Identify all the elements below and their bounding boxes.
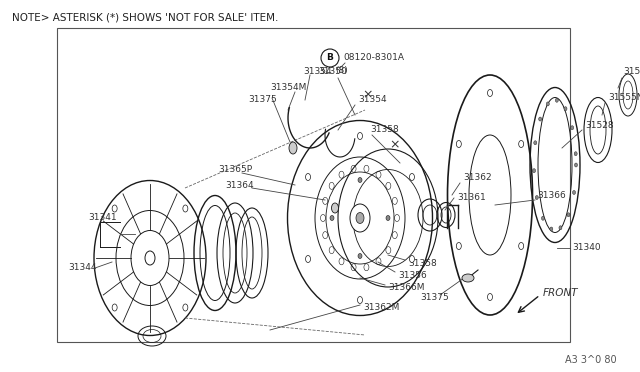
Ellipse shape bbox=[564, 107, 567, 111]
Text: A3 3^0 80: A3 3^0 80 bbox=[565, 355, 616, 365]
Ellipse shape bbox=[183, 304, 188, 311]
Ellipse shape bbox=[305, 173, 310, 180]
Ellipse shape bbox=[410, 173, 415, 180]
Ellipse shape bbox=[183, 205, 188, 212]
Ellipse shape bbox=[534, 141, 537, 145]
Ellipse shape bbox=[532, 169, 536, 173]
Text: 31365P: 31365P bbox=[218, 166, 252, 174]
Text: 31364: 31364 bbox=[225, 180, 253, 189]
Text: 31375: 31375 bbox=[420, 294, 449, 302]
Text: 31528: 31528 bbox=[585, 121, 614, 129]
Ellipse shape bbox=[567, 213, 570, 217]
Ellipse shape bbox=[556, 98, 558, 102]
Ellipse shape bbox=[547, 102, 549, 106]
Text: 31555N: 31555N bbox=[608, 93, 640, 103]
Text: 31366M: 31366M bbox=[388, 283, 424, 292]
Ellipse shape bbox=[386, 215, 390, 221]
Ellipse shape bbox=[456, 141, 461, 148]
Ellipse shape bbox=[330, 215, 334, 221]
Text: B: B bbox=[326, 54, 333, 62]
Ellipse shape bbox=[518, 243, 524, 250]
Text: 31340: 31340 bbox=[572, 244, 600, 253]
Ellipse shape bbox=[539, 117, 541, 121]
Text: 31354M: 31354M bbox=[270, 83, 307, 93]
Ellipse shape bbox=[574, 152, 577, 156]
Text: 31358: 31358 bbox=[370, 125, 399, 135]
Text: 31354: 31354 bbox=[303, 67, 332, 76]
Text: 31350: 31350 bbox=[318, 67, 347, 77]
Ellipse shape bbox=[559, 226, 562, 230]
Ellipse shape bbox=[571, 126, 573, 130]
Text: 31361: 31361 bbox=[457, 192, 486, 202]
Text: ×: × bbox=[390, 138, 400, 151]
Ellipse shape bbox=[456, 243, 461, 250]
Ellipse shape bbox=[356, 212, 364, 224]
Text: 31366: 31366 bbox=[537, 192, 566, 201]
Ellipse shape bbox=[535, 196, 538, 199]
Ellipse shape bbox=[112, 205, 117, 212]
Text: 31356: 31356 bbox=[398, 270, 427, 279]
Ellipse shape bbox=[575, 163, 577, 167]
Ellipse shape bbox=[289, 142, 297, 154]
Ellipse shape bbox=[305, 256, 310, 263]
Ellipse shape bbox=[358, 132, 362, 140]
Ellipse shape bbox=[358, 177, 362, 183]
Text: FRONT: FRONT bbox=[543, 288, 579, 298]
Ellipse shape bbox=[462, 274, 474, 282]
Ellipse shape bbox=[145, 251, 155, 265]
Ellipse shape bbox=[350, 204, 370, 232]
Text: (8): (8) bbox=[335, 65, 348, 74]
Ellipse shape bbox=[358, 253, 362, 259]
Text: 31341: 31341 bbox=[88, 214, 116, 222]
Ellipse shape bbox=[358, 296, 362, 304]
Ellipse shape bbox=[488, 294, 493, 301]
Text: ×: × bbox=[363, 89, 373, 102]
Text: 31362: 31362 bbox=[463, 173, 492, 183]
Text: 31375: 31375 bbox=[248, 96, 276, 105]
Text: 08120-8301A: 08120-8301A bbox=[343, 54, 404, 62]
Ellipse shape bbox=[518, 141, 524, 148]
Ellipse shape bbox=[541, 216, 545, 220]
Text: 31362M: 31362M bbox=[363, 304, 399, 312]
Ellipse shape bbox=[573, 190, 575, 195]
Ellipse shape bbox=[550, 227, 553, 231]
Ellipse shape bbox=[332, 203, 339, 213]
Bar bbox=[57, 28, 570, 342]
Ellipse shape bbox=[488, 90, 493, 96]
Ellipse shape bbox=[112, 304, 117, 311]
Text: 31556N: 31556N bbox=[623, 67, 640, 77]
Text: 31344: 31344 bbox=[68, 263, 97, 273]
Ellipse shape bbox=[410, 256, 415, 263]
Text: 31354: 31354 bbox=[358, 96, 387, 105]
Text: 31358: 31358 bbox=[408, 259, 436, 267]
Text: NOTE> ASTERISK (*) SHOWS 'NOT FOR SALE' ITEM.: NOTE> ASTERISK (*) SHOWS 'NOT FOR SALE' … bbox=[12, 13, 278, 23]
